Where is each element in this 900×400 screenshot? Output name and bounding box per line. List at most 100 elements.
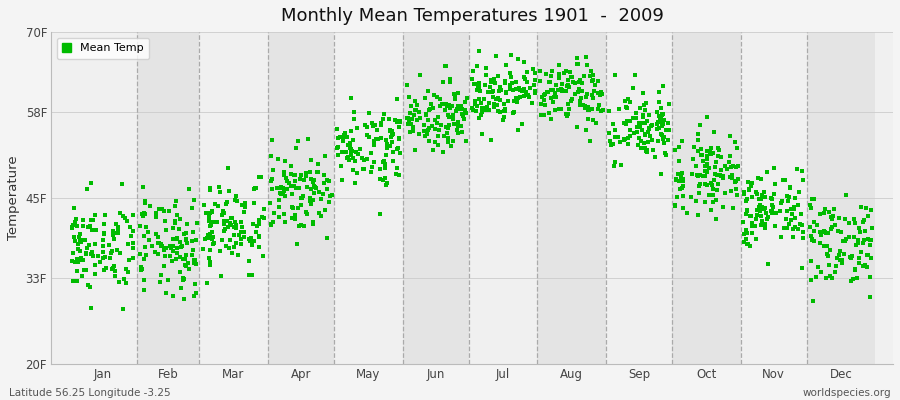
Point [518, 76, 532, 82]
Point [692, 183, 706, 189]
Point [590, 120, 604, 126]
Point [338, 130, 352, 136]
Point [378, 165, 392, 172]
Point [289, 145, 303, 152]
Bar [469, 32, 537, 364]
Point [106, 236, 121, 242]
Point [545, 87, 560, 94]
Point [699, 168, 714, 175]
Point [247, 238, 261, 244]
Point [400, 115, 414, 121]
Point [634, 120, 649, 126]
Point [626, 114, 640, 121]
Point [321, 199, 336, 205]
Point [608, 134, 622, 140]
Point [406, 127, 420, 134]
Point [112, 210, 127, 216]
Point [229, 225, 243, 231]
Point [449, 127, 464, 134]
Point [741, 241, 755, 247]
Point [333, 134, 347, 140]
Point [343, 145, 357, 151]
Point [861, 213, 876, 219]
Point [142, 203, 157, 209]
Point [98, 212, 112, 219]
Point [187, 281, 202, 288]
Point [520, 69, 535, 76]
Point [766, 190, 780, 197]
Point [320, 176, 334, 183]
Point [430, 142, 445, 148]
Point [659, 127, 673, 134]
Point [731, 176, 745, 182]
Point [506, 87, 520, 93]
Point [790, 166, 805, 172]
Point [279, 175, 293, 181]
Point [439, 101, 454, 108]
Point [764, 208, 778, 214]
Point [704, 150, 718, 157]
Point [708, 196, 723, 203]
Point [380, 180, 394, 186]
Point [330, 144, 345, 151]
Point [428, 126, 442, 133]
Point [632, 120, 646, 127]
Point [439, 124, 454, 130]
Point [206, 234, 220, 240]
Point [126, 240, 140, 246]
Point [674, 173, 688, 180]
Point [744, 220, 759, 226]
Point [657, 149, 671, 156]
Point [360, 132, 374, 138]
Point [360, 123, 374, 130]
Point [782, 194, 796, 200]
Point [564, 73, 579, 80]
Point [568, 90, 582, 97]
Point [343, 140, 357, 147]
Point [500, 90, 514, 96]
Point [568, 80, 582, 86]
Point [472, 115, 486, 121]
Point [65, 225, 79, 231]
Point [730, 144, 744, 151]
Point [657, 134, 671, 140]
Point [619, 104, 634, 110]
Point [706, 186, 721, 192]
Point [454, 123, 468, 130]
Point [228, 219, 242, 225]
Point [503, 82, 517, 88]
Point [227, 232, 241, 238]
Bar [334, 32, 402, 364]
Point [654, 131, 669, 137]
Point [507, 98, 521, 104]
Point [200, 234, 214, 241]
Point [157, 263, 171, 269]
Point [220, 218, 235, 224]
Point [86, 253, 100, 259]
Point [786, 226, 800, 232]
Point [704, 180, 718, 186]
Point [669, 177, 683, 183]
Point [623, 99, 637, 106]
Point [470, 87, 484, 94]
Point [312, 210, 327, 216]
Point [743, 212, 758, 219]
Point [652, 89, 666, 96]
Point [724, 175, 739, 182]
Point [744, 223, 759, 229]
Point [66, 250, 80, 256]
Point [187, 260, 202, 266]
Point [856, 239, 870, 246]
Point [787, 203, 801, 210]
Point [637, 107, 652, 114]
Bar [807, 32, 876, 364]
Point [622, 133, 636, 140]
Point [579, 127, 593, 133]
Point [303, 198, 318, 204]
Point [573, 77, 588, 83]
Point [293, 222, 308, 228]
Point [700, 148, 715, 155]
Point [612, 105, 626, 112]
Point [407, 112, 421, 118]
Point [806, 196, 820, 202]
